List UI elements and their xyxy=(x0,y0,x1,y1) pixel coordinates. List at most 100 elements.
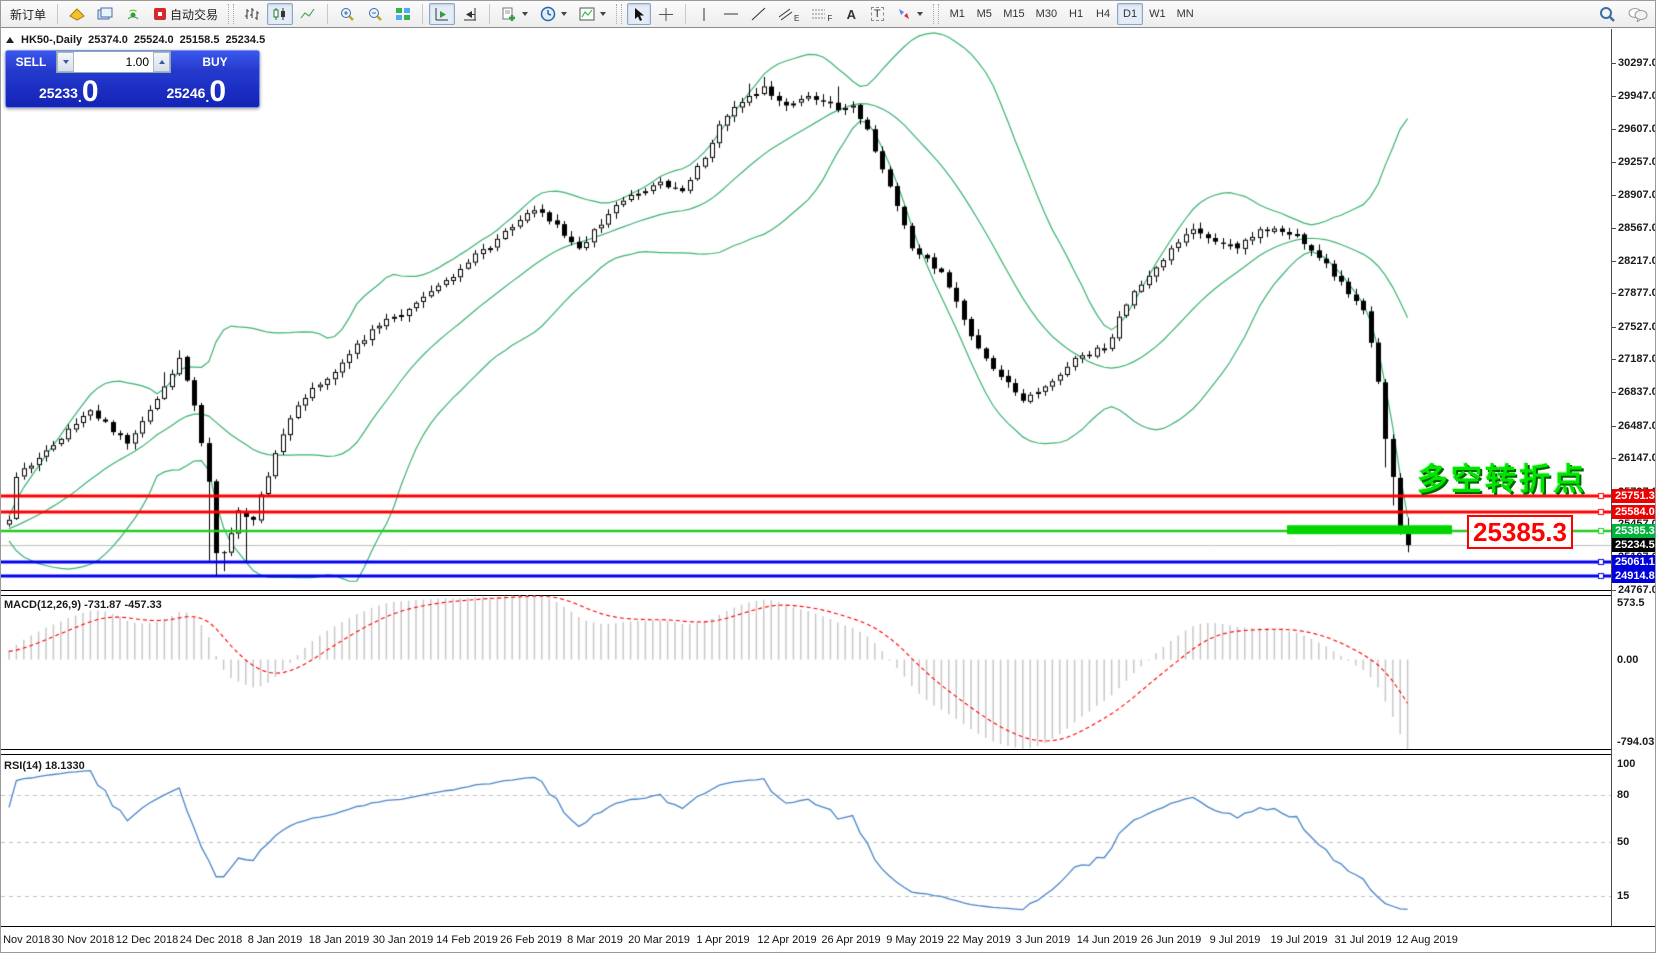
symbol-title: HK50-,Daily xyxy=(21,34,83,46)
toolbar-separator xyxy=(489,4,491,24)
time-label: 8 Jan 2019 xyxy=(247,934,303,946)
rsi-scale-label: 50 xyxy=(1617,835,1630,848)
time-label: 30 Nov 2018 xyxy=(51,934,115,946)
zoom-in-icon[interactable] xyxy=(334,3,360,25)
price-tick: 27187.0 xyxy=(1611,353,1656,366)
price-tag: 25234.5 xyxy=(1612,538,1655,553)
macd-scale-label: 0.00 xyxy=(1617,653,1639,666)
chart-candles-icon[interactable] xyxy=(267,3,294,25)
time-label: 9 May 2019 xyxy=(886,934,944,946)
price-tag: 25385.3 xyxy=(1612,523,1655,538)
timeframe-m5[interactable]: M5 xyxy=(971,3,997,25)
timeframe-mn[interactable]: MN xyxy=(1172,3,1199,25)
period-clock-dropdown[interactable] xyxy=(535,3,572,25)
buy-button[interactable]: BUY xyxy=(171,51,259,73)
search-icon[interactable] xyxy=(1594,3,1621,25)
price-tag: 25061.1 xyxy=(1612,554,1655,569)
toolbar-separator xyxy=(57,4,59,24)
price-tag: 25751.3 xyxy=(1612,488,1655,503)
level-callout-annotation: 25385.3 xyxy=(1467,515,1573,549)
time-label: 12 Aug 2019 xyxy=(1396,934,1458,946)
fibonacci-icon[interactable]: F xyxy=(806,3,837,25)
timeframe-h4[interactable]: H4 xyxy=(1090,3,1116,25)
rsi-scale-label: 15 xyxy=(1617,889,1630,902)
history-icon[interactable] xyxy=(64,3,90,25)
time-label: 24 Dec 2018 xyxy=(179,934,243,946)
time-label: 1 Apr 2019 xyxy=(696,934,750,946)
crosshair-icon[interactable] xyxy=(653,3,679,25)
time-label: 9 Jul 2019 xyxy=(1209,934,1261,946)
volume-input[interactable] xyxy=(74,52,153,72)
horizontal-line-icon[interactable] xyxy=(718,3,744,25)
vertical-line-icon[interactable] xyxy=(692,3,716,25)
rsi-scale-label: 80 xyxy=(1617,789,1630,801)
sell-button[interactable]: SELL xyxy=(6,51,56,73)
toolbar-grip xyxy=(616,4,623,24)
price-tick: 28217.0 xyxy=(1611,255,1656,268)
price-tick: 24767.0 xyxy=(1611,583,1656,596)
timeframe-d1[interactable]: D1 xyxy=(1117,3,1144,25)
sell-price[interactable]: 25233. 0 xyxy=(38,75,99,108)
arrows-dropdown[interactable] xyxy=(891,3,928,25)
time-label: 22 May 2019 xyxy=(947,934,1011,946)
macd-scale-label: -794.03 xyxy=(1617,736,1655,748)
timeframe-m1[interactable]: M1 xyxy=(944,3,970,25)
time-label: 20 Nov 2018 xyxy=(1,934,51,946)
signals-icon[interactable] xyxy=(120,3,146,25)
tile-windows-icon[interactable] xyxy=(390,3,416,25)
trendline-icon[interactable] xyxy=(746,3,771,25)
price-tick: 26837.0 xyxy=(1611,386,1656,399)
price-tick: 26147.0 xyxy=(1611,452,1656,465)
buy-price[interactable]: 25246. 0 xyxy=(166,75,226,108)
macd-scale-label: 573.5 xyxy=(1617,597,1645,609)
new-order-button[interactable]: 新订单 xyxy=(5,3,51,25)
price-tick: 29607.0 xyxy=(1611,122,1656,135)
macd-panel-canvas[interactable] xyxy=(1,595,1611,749)
autotrading-button[interactable]: 自动交易 xyxy=(148,3,223,25)
toolbar-grip xyxy=(933,4,940,24)
price-tick: 29947.0 xyxy=(1611,90,1656,103)
autoscroll-icon[interactable] xyxy=(429,3,456,25)
ohlc-high: 25524.0 xyxy=(133,34,174,46)
time-label: 19 Jul 2019 xyxy=(1270,934,1328,946)
timeframe-h1[interactable]: H1 xyxy=(1063,3,1089,25)
time-label: 12 Dec 2018 xyxy=(115,934,179,946)
price-tick: 28907.0 xyxy=(1611,189,1656,202)
price-axis[interactable]: 30297.0 29947.0 29607.0 29257.0 28907.0 28567… xyxy=(1611,29,1656,926)
rsi-panel-canvas[interactable] xyxy=(1,756,1611,925)
macd-indicator-label: MACD(12,26,9) -731.87 -457.33 xyxy=(4,599,162,611)
text-icon[interactable]: A xyxy=(839,3,863,25)
time-label: 3 Jun 2019 xyxy=(1015,934,1071,946)
charts-window-icon[interactable] xyxy=(92,3,118,25)
chart-shift-icon[interactable] xyxy=(457,3,483,25)
volume-increase-button[interactable] xyxy=(153,52,170,72)
chart-bars-icon[interactable] xyxy=(239,3,265,25)
ohlc-close: 25234.5 xyxy=(225,34,266,46)
time-label: 26 Apr 2019 xyxy=(821,934,881,946)
ohlc-low: 25158.5 xyxy=(179,34,220,46)
main-chart-canvas[interactable] xyxy=(1,29,1611,590)
timeframe-w1[interactable]: W1 xyxy=(1144,3,1171,25)
timeframe-group: M1 M5 M15 M30 H1 H4 D1 W1 MN xyxy=(944,3,1198,25)
time-axis-border xyxy=(1,926,1655,927)
text-label-icon[interactable]: T xyxy=(865,3,889,25)
cursor-icon[interactable] xyxy=(627,3,652,25)
chat-icon[interactable] xyxy=(1623,3,1653,25)
toolbar-separator xyxy=(685,4,687,24)
zoom-out-icon[interactable] xyxy=(362,3,388,25)
time-label: 18 Jan 2019 xyxy=(308,934,370,946)
chart-line-icon[interactable] xyxy=(295,3,321,25)
price-tick: 30297.0 xyxy=(1611,56,1656,69)
templates-dropdown[interactable] xyxy=(574,3,611,25)
chart-window: HK50-,Daily 25374.0 25524.0 25158.5 2523… xyxy=(1,29,1656,952)
collapse-one-click-icon[interactable] xyxy=(6,37,14,43)
timeframe-m15[interactable]: M15 xyxy=(998,3,1029,25)
timeframe-m30[interactable]: M30 xyxy=(1031,3,1062,25)
volume-decrease-button[interactable] xyxy=(57,52,74,72)
panel-separator[interactable] xyxy=(1,749,1655,755)
time-label: 26 Jun 2019 xyxy=(1140,934,1202,946)
channel-icon[interactable]: E xyxy=(773,3,804,25)
new-chart-dropdown[interactable] xyxy=(496,3,533,25)
